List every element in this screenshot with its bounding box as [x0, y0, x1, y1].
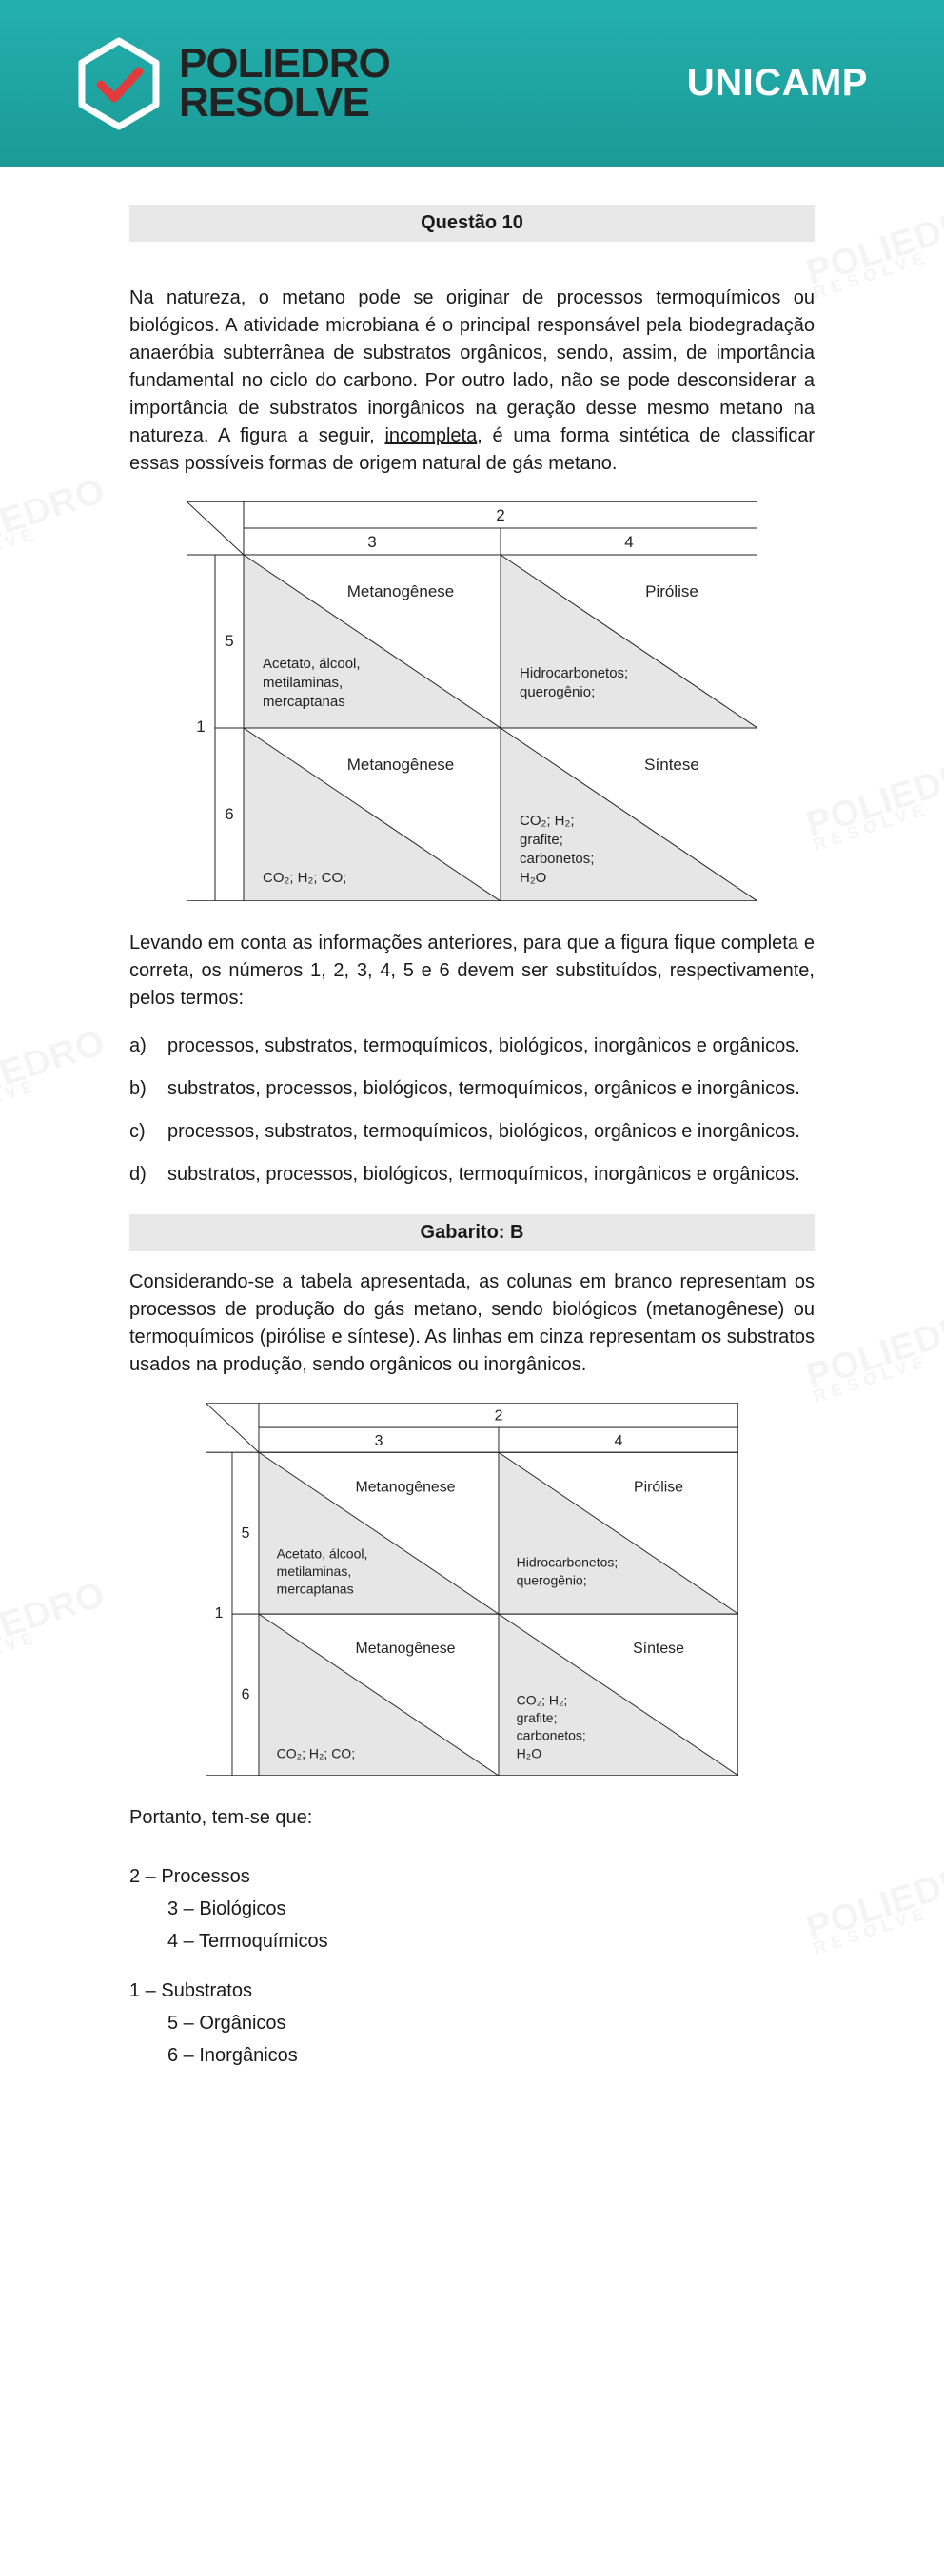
question-body: Na natureza, o metano pode se originar d… [129, 285, 815, 478]
answer-head: 1 – Substratos [129, 1975, 815, 2007]
diag-tr-top: Pirólise [645, 582, 698, 600]
svg-text:3: 3 [375, 1433, 384, 1449]
answer-sub: 3 – Biológicos [129, 1893, 815, 1925]
answer-group-1: 2 – Processos 3 – Biológicos 4 – Termoqu… [129, 1860, 815, 1957]
options-list: a) processos, substratos, termoquímicos,… [129, 1035, 815, 1186]
option-label: b) [129, 1078, 154, 1100]
answer-diagram: 2 3 4 1 5 6 Metanogênese Acetato, álcool… [129, 1403, 815, 1776]
svg-text:Síntese: Síntese [633, 1641, 684, 1657]
answer-group-2: 1 – Substratos 5 – Orgânicos 6 – Inorgân… [129, 1975, 815, 2072]
answer-explanation: Considerando-se a tabela apresentada, as… [129, 1268, 815, 1379]
content-area: Questão 10 Na natureza, o metano pode se… [129, 205, 815, 2072]
option-a: a) processos, substratos, termoquímicos,… [129, 1035, 815, 1057]
diag-tl-top: Metanogênese [347, 582, 454, 600]
header-bar: POLIEDRO RESOLVE UNICAMP [0, 0, 944, 167]
answer-therefore: Portanto, tem-se que: [129, 1804, 815, 1832]
svg-text:metilaminas,: metilaminas, [277, 1563, 352, 1579]
svg-text:CO₂; H₂; CO;: CO₂; H₂; CO; [277, 1745, 355, 1760]
option-text: substratos, processos, biológicos, termo… [167, 1164, 815, 1186]
question-diagram: 2 3 4 1 5 6 Metanogênese Ac [129, 501, 815, 901]
svg-text:4: 4 [615, 1433, 623, 1449]
option-label: a) [129, 1035, 154, 1057]
diag-br-bot4: H₂O [520, 870, 546, 886]
svg-text:Hidrocarbonetos;: Hidrocarbonetos; [517, 1555, 619, 1570]
brand-line2: RESOLVE [179, 84, 390, 122]
brand-text: POLIEDRO RESOLVE [179, 45, 390, 122]
svg-text:2: 2 [495, 1408, 503, 1425]
diag-bl-bot: CO₂; H₂; CO; [263, 870, 346, 886]
option-label: d) [129, 1164, 154, 1186]
svg-text:Acetato, álcool,: Acetato, álcool, [277, 1545, 368, 1561]
diag-col-left: 3 [367, 533, 376, 551]
diag-tl-bot1: Acetato, álcool, [263, 656, 361, 672]
diag-row-left: 1 [196, 718, 205, 736]
svg-text:Metanogênese: Metanogênese [356, 1641, 456, 1657]
answer-sub: 5 – Orgânicos [129, 2007, 815, 2039]
svg-text:Metanogênese: Metanogênese [356, 1479, 456, 1495]
brand-line1: POLIEDRO [179, 45, 390, 83]
option-text: processos, substratos, termoquímicos, bi… [167, 1035, 815, 1057]
answer-head: 2 – Processos [129, 1860, 815, 1893]
diag-br-top: Síntese [644, 756, 699, 774]
hex-logo-icon [76, 37, 162, 130]
q-body-part1: Na natureza, o metano pode se originar d… [129, 287, 815, 446]
diag-bl-top: Metanogênese [347, 756, 454, 774]
option-d: d) substratos, processos, biológicos, te… [129, 1164, 815, 1186]
diag-tr-bot2: querogênio; [520, 684, 595, 700]
svg-text:5: 5 [242, 1525, 250, 1542]
diag-row-5: 5 [225, 632, 233, 650]
svg-text:H₂O: H₂O [517, 1745, 542, 1760]
brand: POLIEDRO RESOLVE [76, 37, 390, 130]
option-b: b) substratos, processos, biológicos, te… [129, 1078, 815, 1100]
svg-text:CO₂; H₂;: CO₂; H₂; [517, 1692, 568, 1707]
svg-text:Pirólise: Pirólise [634, 1479, 683, 1495]
option-label: c) [129, 1121, 154, 1143]
page-root: POLIEDRO RESOLVE UNICAMP Questão 10 Na n… [0, 0, 944, 2072]
svg-text:grafite;: grafite; [517, 1710, 558, 1725]
university-label: UNICAMP [687, 62, 868, 105]
answer-title-bar: Gabarito: B [129, 1214, 815, 1251]
option-text: substratos, processos, biológicos, termo… [167, 1078, 815, 1100]
svg-text:mercaptanas: mercaptanas [277, 1582, 354, 1597]
diag-br-bot1: CO₂; H₂; [520, 813, 574, 829]
svg-text:carbonetos;: carbonetos; [517, 1728, 586, 1743]
diag-top-label: 2 [496, 506, 504, 524]
diag-br-bot3: carbonetos; [520, 851, 594, 867]
svg-text:querogênio;: querogênio; [517, 1572, 587, 1587]
diag-tl-bot3: mercaptanas [263, 694, 345, 710]
question-title-bar: Questão 10 [129, 205, 815, 242]
option-c: c) processos, substratos, termoquímicos,… [129, 1121, 815, 1143]
diag-row-6: 6 [225, 805, 233, 823]
answer-sub: 4 – Termoquímicos [129, 1925, 815, 1957]
option-text: processos, substratos, termoquímicos, bi… [167, 1121, 815, 1143]
answer-sub: 6 – Inorgânicos [129, 2039, 815, 2072]
svg-text:1: 1 [215, 1605, 224, 1622]
diag-tr-bot1: Hidrocarbonetos; [520, 665, 628, 681]
svg-text:6: 6 [242, 1687, 250, 1703]
diag-br-bot2: grafite; [520, 832, 563, 848]
answer-list: 2 – Processos 3 – Biológicos 4 – Termoqu… [129, 1860, 815, 2072]
question-after-diagram: Levando em conta as informações anterior… [129, 930, 815, 1013]
q-underline-word: incompleta [384, 425, 477, 446]
diag-tl-bot2: metilaminas, [263, 675, 343, 691]
diag-col-right: 4 [624, 533, 633, 551]
